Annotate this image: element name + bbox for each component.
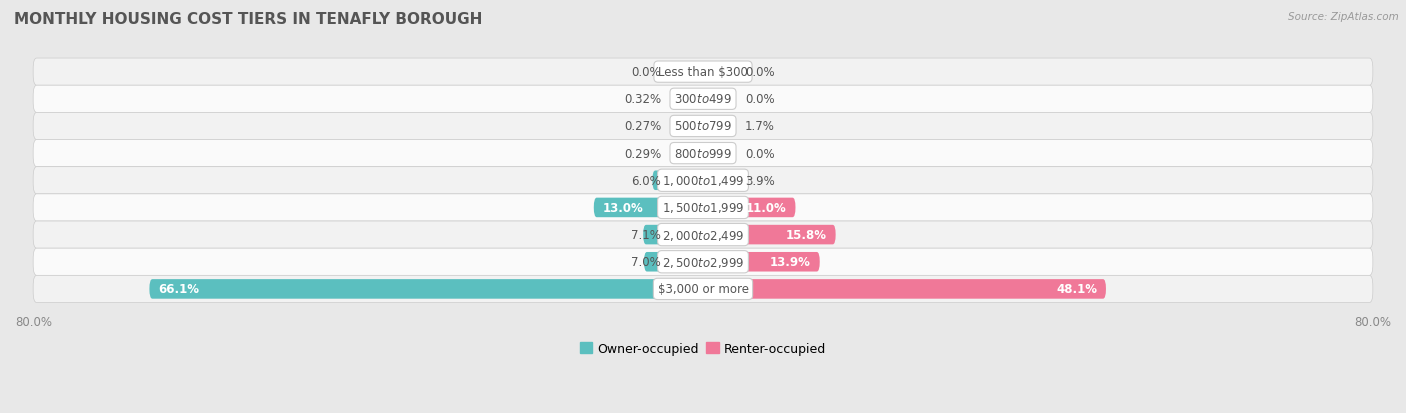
FancyBboxPatch shape bbox=[34, 86, 1372, 113]
Text: $1,000 to $1,499: $1,000 to $1,499 bbox=[662, 174, 744, 188]
Text: 6.0%: 6.0% bbox=[631, 174, 661, 188]
Text: 13.0%: 13.0% bbox=[603, 202, 644, 214]
Text: 48.1%: 48.1% bbox=[1056, 283, 1097, 296]
Text: 13.9%: 13.9% bbox=[770, 256, 811, 268]
Text: 0.0%: 0.0% bbox=[745, 66, 775, 79]
Text: $300 to $499: $300 to $499 bbox=[673, 93, 733, 106]
Text: 0.27%: 0.27% bbox=[624, 120, 661, 133]
FancyBboxPatch shape bbox=[34, 113, 1372, 140]
FancyBboxPatch shape bbox=[593, 198, 666, 218]
Text: $1,500 to $1,999: $1,500 to $1,999 bbox=[662, 201, 744, 215]
Text: 7.0%: 7.0% bbox=[631, 256, 661, 268]
Text: 11.0%: 11.0% bbox=[747, 202, 787, 214]
FancyBboxPatch shape bbox=[34, 221, 1372, 249]
Text: 7.1%: 7.1% bbox=[631, 228, 661, 242]
Text: 1.7%: 1.7% bbox=[745, 120, 775, 133]
Text: 66.1%: 66.1% bbox=[159, 283, 200, 296]
Text: 0.0%: 0.0% bbox=[745, 147, 775, 160]
FancyBboxPatch shape bbox=[34, 140, 1372, 167]
Text: 3.9%: 3.9% bbox=[745, 174, 775, 188]
Legend: Owner-occupied, Renter-occupied: Owner-occupied, Renter-occupied bbox=[575, 337, 831, 360]
FancyBboxPatch shape bbox=[149, 280, 666, 299]
FancyBboxPatch shape bbox=[34, 195, 1372, 221]
Text: 0.29%: 0.29% bbox=[624, 147, 661, 160]
Text: $3,000 or more: $3,000 or more bbox=[658, 283, 748, 296]
FancyBboxPatch shape bbox=[740, 225, 835, 245]
FancyBboxPatch shape bbox=[740, 198, 796, 218]
Text: $500 to $799: $500 to $799 bbox=[673, 120, 733, 133]
FancyBboxPatch shape bbox=[740, 252, 820, 272]
Text: 15.8%: 15.8% bbox=[786, 228, 827, 242]
FancyBboxPatch shape bbox=[643, 225, 666, 245]
Text: 0.32%: 0.32% bbox=[624, 93, 661, 106]
FancyBboxPatch shape bbox=[34, 249, 1372, 275]
Text: $2,500 to $2,999: $2,500 to $2,999 bbox=[662, 255, 744, 269]
Text: Less than $300: Less than $300 bbox=[658, 66, 748, 79]
Text: $2,000 to $2,499: $2,000 to $2,499 bbox=[662, 228, 744, 242]
Text: $800 to $999: $800 to $999 bbox=[673, 147, 733, 160]
Text: MONTHLY HOUSING COST TIERS IN TENAFLY BOROUGH: MONTHLY HOUSING COST TIERS IN TENAFLY BO… bbox=[14, 12, 482, 27]
Text: 0.0%: 0.0% bbox=[631, 66, 661, 79]
Text: 0.0%: 0.0% bbox=[745, 93, 775, 106]
FancyBboxPatch shape bbox=[652, 171, 666, 190]
Text: Source: ZipAtlas.com: Source: ZipAtlas.com bbox=[1288, 12, 1399, 22]
FancyBboxPatch shape bbox=[740, 280, 1107, 299]
FancyBboxPatch shape bbox=[34, 59, 1372, 86]
FancyBboxPatch shape bbox=[34, 167, 1372, 195]
FancyBboxPatch shape bbox=[644, 252, 666, 272]
FancyBboxPatch shape bbox=[34, 275, 1372, 303]
